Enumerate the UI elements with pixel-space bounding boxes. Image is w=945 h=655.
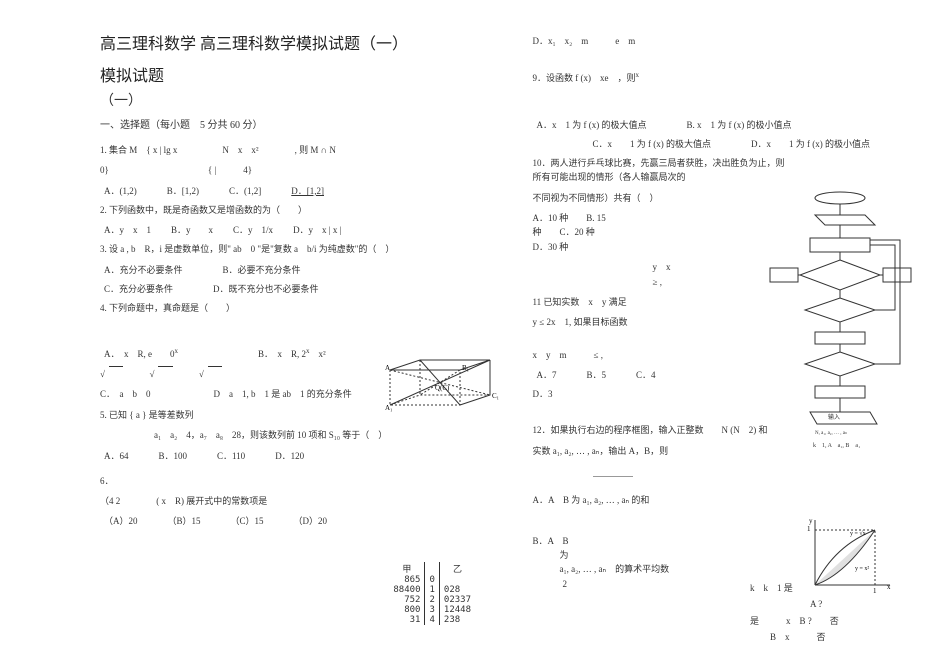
q9-opt-a: A．x 1 为 f (x) 的极大值点 xyxy=(537,118,647,131)
q2-opt-b-pre: B． xyxy=(171,225,186,235)
q5-options: A．64 B．100 C．110 D．120 xyxy=(100,449,493,462)
q2-stem: 2. 下列函数中，既是奇函数又是增函数的为（ ） xyxy=(100,203,493,217)
q1-options: A．(1,2) B．[1,2) C．(1,2] D．[1,2] xyxy=(100,184,493,197)
q6-opt-b: （B）15 xyxy=(168,514,201,527)
stem-leaf-table: 甲乙 8650 884001028 752202337 800312448 31… xyxy=(389,562,475,625)
q6-opt-a: （A）20 xyxy=(104,514,138,527)
q12-stem: 12．如果执行右边的程序框图，输入正整数 N (N 2) 和 xyxy=(533,423,793,437)
q6-stem-b: （4 2 ( x R) 展开式中的常数项是 xyxy=(100,494,493,508)
q5-opt-d: D．120 xyxy=(275,449,304,462)
q3-opt-c: C．充分必要条件 xyxy=(104,282,173,295)
q3-opt-b: B．必要不充分条件 xyxy=(223,263,301,276)
q1-opt-c: C．(1,2] xyxy=(229,184,261,197)
q4-opt-a: A． x R, e 0x xyxy=(104,347,178,360)
blank-line xyxy=(593,464,633,477)
q3-options-1: A．充分不必要条件 B．必要不充分条件 xyxy=(100,263,493,276)
prism-figure: A B₁ C₁ Q(C) A₁ xyxy=(380,350,500,420)
svg-text:A: A xyxy=(385,364,390,372)
q3-opt-d: D．既不充分也不必要条件 xyxy=(213,282,319,295)
q1-opt-b: B．[1,2) xyxy=(167,184,199,197)
q2-opt-b: y x xyxy=(186,225,213,235)
q9-stem: 9．设函数 f (x) xe ，则x xyxy=(533,70,926,85)
q1-stem: 1. 集合 M { x | lg x N x x² , 则 M ∩ N xyxy=(100,143,493,157)
q2-opt-a: A．y x 1 xyxy=(104,223,151,236)
q9-options-1: A．x 1 为 f (x) 的极大值点 B. x 1 为 f (x) 的极小值点 xyxy=(533,118,926,131)
q1-opt-d: D．[1,2] xyxy=(291,184,324,197)
svg-text:y = √x: y = √x xyxy=(850,530,866,537)
q4-stem: 4. 下列命题中，真命题是（ ） xyxy=(100,301,493,315)
q9-opt-c: C．x 1 为 f (x) 的极大值点 xyxy=(593,137,712,150)
q9-options-2: C．x 1 为 f (x) 的极大值点 D．x 1 为 f (x) 的极小值点 xyxy=(533,137,926,150)
q3-options-2: C．充分必要条件 D．既不充分也不必要条件 xyxy=(100,282,493,295)
q6-opt-d: （D）20 xyxy=(294,514,328,527)
q11-opt-a: A．7 xyxy=(537,368,557,381)
svg-text:输入: 输入 xyxy=(828,413,840,421)
q1-stem-b: 0} { | 4} xyxy=(100,163,493,177)
flowchart-labels: k k 1 是 A ? 是 x B ? 否 B x 否 xyxy=(750,580,930,645)
q3-stem: 3. 设 a , b R，i 是虚数单位，则" ab 0 "是"复数 a b/i… xyxy=(100,242,493,256)
svg-text:N, a₁, a₂, … , aₙ: N, a₁, a₂, … , aₙ xyxy=(815,431,847,436)
q10-stem: 10．两人进行乒乓球比赛，先赢三局者获胜，决出胜负为止，则所有可能出现的情形（各… xyxy=(533,156,793,185)
svg-text:1: 1 xyxy=(807,525,811,533)
svg-text:y = x²: y = x² xyxy=(855,566,869,572)
q11-opt-b: B．5 xyxy=(587,368,607,381)
q6-opt-c: （C）15 xyxy=(231,514,264,527)
q5-opt-c: C．110 xyxy=(217,449,245,462)
q3-opt-a: A．充分不必要条件 xyxy=(104,263,183,276)
q8-opt-d: D．x₁ x₂ m e m xyxy=(533,34,926,48)
svg-text:A₁: A₁ xyxy=(385,404,393,412)
q9-opt-b: B. x 1 为 f (x) 的极小值点 xyxy=(687,118,792,131)
sub-title-2: （一） xyxy=(100,90,493,110)
q6-stem: 6． xyxy=(100,474,493,488)
q2-options: A．y x 1 B．y x C．y 1/x D．y x | x | xyxy=(100,223,493,236)
q5-opt-b: B．100 xyxy=(159,449,188,462)
q12-opt-a: A．A B 为 a₁, a₂, … , aₙ 的和 xyxy=(533,493,926,507)
q9-opt-d: D．x 1 为 f (x) 的极小值点 xyxy=(751,137,870,150)
sub-title: 模拟试题 xyxy=(100,62,164,86)
q2-opt-d: D．y x | x | xyxy=(293,223,341,236)
flowchart-figure: 输入 N, a₁, a₂, … , aₙ k 1, A a₁, B a₁ xyxy=(765,190,915,450)
svg-text:k 1, A a₁, B a₁: k 1, A a₁, B a₁ xyxy=(813,443,860,449)
q11-opt-c: C．4 xyxy=(636,368,656,381)
svg-text:y: y xyxy=(809,517,813,525)
q4-opt-b: B． x R, 2x x² xyxy=(258,347,326,360)
q5-opt-a: A．64 xyxy=(104,449,129,462)
section-1-head: 一、选择题（每小题 5 分共 60 分） xyxy=(100,116,493,131)
q6-options: （A）20 （B）15 （C）15 （D）20 xyxy=(100,514,493,527)
q2-opt-c: y 1/x xyxy=(248,225,273,235)
svg-text:Q(C): Q(C) xyxy=(435,384,450,392)
svg-text:C₁: C₁ xyxy=(492,392,499,400)
svg-text:B₁: B₁ xyxy=(462,364,469,372)
q5-stem-b: a₁ a₂ 4，a₇ a₈ 28，则该数列前 10 项和 S₁₀ 等于（ ） xyxy=(100,428,493,442)
q1-opt-a: A．(1,2) xyxy=(104,184,137,197)
main-title: 高三理科数学 高三理科数学模拟试题（一） xyxy=(100,30,493,54)
